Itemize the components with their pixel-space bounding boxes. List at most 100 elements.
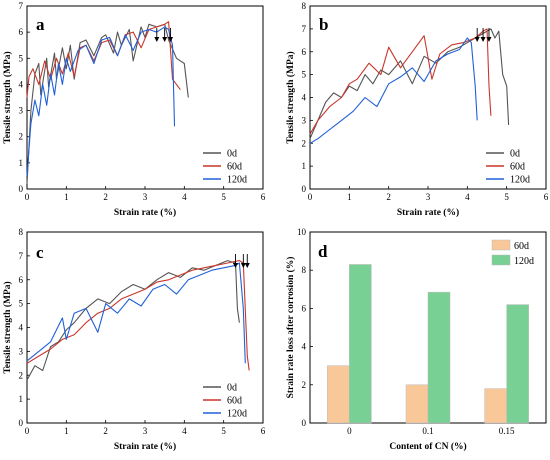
legend-label-120d: 120d [514, 256, 534, 267]
y-tick-label: 3 [302, 115, 307, 125]
y-tick-label: 6 [302, 47, 307, 57]
y-tick-label: 3 [19, 106, 24, 116]
y-tick-label: 5 [19, 53, 24, 63]
x-tick-label: 1 [64, 426, 69, 436]
failure-arrowhead-icon [474, 37, 480, 42]
y-tick-label: 1 [19, 158, 24, 168]
series-line-120d [26, 262, 246, 364]
x-tick-label: 4 [182, 192, 187, 202]
failure-arrowhead-icon [480, 37, 486, 42]
failure-arrowhead-icon [486, 37, 492, 42]
x-tick-label: 3 [426, 192, 431, 202]
x-tick-label: 5 [221, 192, 226, 202]
bar-120d [506, 304, 529, 424]
x-axis-label: Content of CN (%) [389, 441, 466, 452]
series-line-0d [26, 260, 240, 381]
failure-arrowhead-icon [244, 263, 250, 268]
series-line-120d [26, 26, 176, 176]
x-tick-label: 6 [544, 192, 549, 202]
y-axis-label: Tensile strength (MPa) [2, 281, 13, 373]
x-tick-label: 2 [103, 426, 108, 436]
y-tick-label: 1 [19, 394, 24, 404]
x-tick-label: 0.15 [499, 426, 515, 436]
legend-swatch-60d [491, 239, 511, 251]
failure-arrowhead-icon [240, 263, 246, 268]
x-axis-label: Strain rate (%) [114, 441, 176, 452]
panel-letter: b [319, 15, 328, 34]
x-tick-label: 4 [182, 426, 187, 436]
failure-arrowhead-icon [168, 37, 174, 42]
legend-label-60d: 60d [227, 396, 242, 407]
y-tick-label: 8 [19, 227, 24, 237]
y-axis-label: Tensile strength (MPa) [285, 51, 296, 143]
y-tick-label: 0 [302, 418, 307, 428]
x-tick-label: 6 [261, 426, 266, 436]
series-line-120d [309, 37, 478, 144]
y-tick-label: 7 [19, 251, 24, 261]
x-tick-label: 0 [347, 426, 352, 436]
x-tick-label: 3 [143, 192, 148, 202]
y-tick-label: 8 [302, 265, 307, 275]
x-tick-label: 1 [64, 192, 69, 202]
failure-arrowhead-icon [232, 263, 238, 268]
legend-label-120d: 120d [227, 409, 247, 420]
y-tick-label: 4 [302, 342, 307, 352]
bar-120d [427, 291, 451, 424]
y-axis-label: Tensile strength (MPa) [2, 51, 13, 143]
series-line-60d [26, 260, 250, 371]
legend-label-60d: 60d [510, 162, 525, 173]
panel-d: 0 2 4 6 8 10 0 0.1 0.15 60d 120d Content of CN (%) S… [285, 227, 547, 452]
y-tick-label: 4 [19, 79, 24, 89]
legend-swatch-120d [491, 254, 511, 266]
bar-60d [484, 388, 507, 424]
failure-arrowhead-icon [154, 37, 160, 42]
legend-label-60d: 60d [227, 162, 242, 173]
y-tick-label: 6 [19, 27, 24, 37]
y-tick-label: 5 [19, 299, 24, 309]
y-tick-label: 2 [302, 138, 307, 148]
x-tick-label: 4 [465, 192, 470, 202]
y-tick-label: 5 [302, 70, 307, 80]
x-tick-label: 3 [143, 426, 148, 436]
panel-letter: a [36, 15, 45, 34]
y-tick-label: 2 [19, 370, 24, 380]
x-tick-label: 1 [347, 192, 352, 202]
y-tick-label: 0 [19, 184, 24, 194]
panel-letter: d [318, 242, 328, 261]
y-tick-label: 3 [19, 346, 24, 356]
panel-letter: c [36, 243, 44, 262]
x-tick-label: 6 [261, 192, 266, 202]
series-line-60d [26, 21, 181, 98]
y-tick-label: 4 [19, 323, 24, 333]
x-axis-label: Strain rate (%) [114, 207, 176, 218]
legend-label-0d: 0d [227, 149, 237, 160]
bar-60d [405, 384, 429, 424]
bar-60d [327, 365, 350, 424]
x-tick-label: 5 [221, 426, 226, 436]
x-tick-label: 5 [504, 192, 509, 202]
x-tick-label: 0 [25, 426, 30, 436]
x-tick-label: 2 [103, 192, 108, 202]
y-tick-label: 7 [19, 1, 24, 11]
x-tick-label: 0 [308, 192, 313, 202]
legend-label-60d: 60d [514, 241, 529, 252]
y-tick-label: 1 [302, 161, 307, 171]
y-tick-label: 0 [302, 184, 307, 194]
legend-label-0d: 0d [510, 149, 520, 160]
series-line-0d [26, 23, 189, 184]
series-line-60d [309, 28, 492, 135]
y-tick-label: 2 [302, 380, 307, 390]
x-tick-label: 0 [25, 192, 30, 202]
x-tick-label: 0.1 [422, 426, 433, 436]
y-tick-label: 0 [19, 418, 24, 428]
y-tick-label: 6 [302, 303, 307, 313]
y-tick-label: 4 [302, 93, 307, 103]
y-axis-label: Strain rate loss after corrosion (%) [285, 257, 296, 399]
y-tick-label: 6 [19, 275, 24, 285]
y-tick-label: 8 [302, 1, 307, 11]
y-tick-label: 10 [297, 227, 307, 237]
